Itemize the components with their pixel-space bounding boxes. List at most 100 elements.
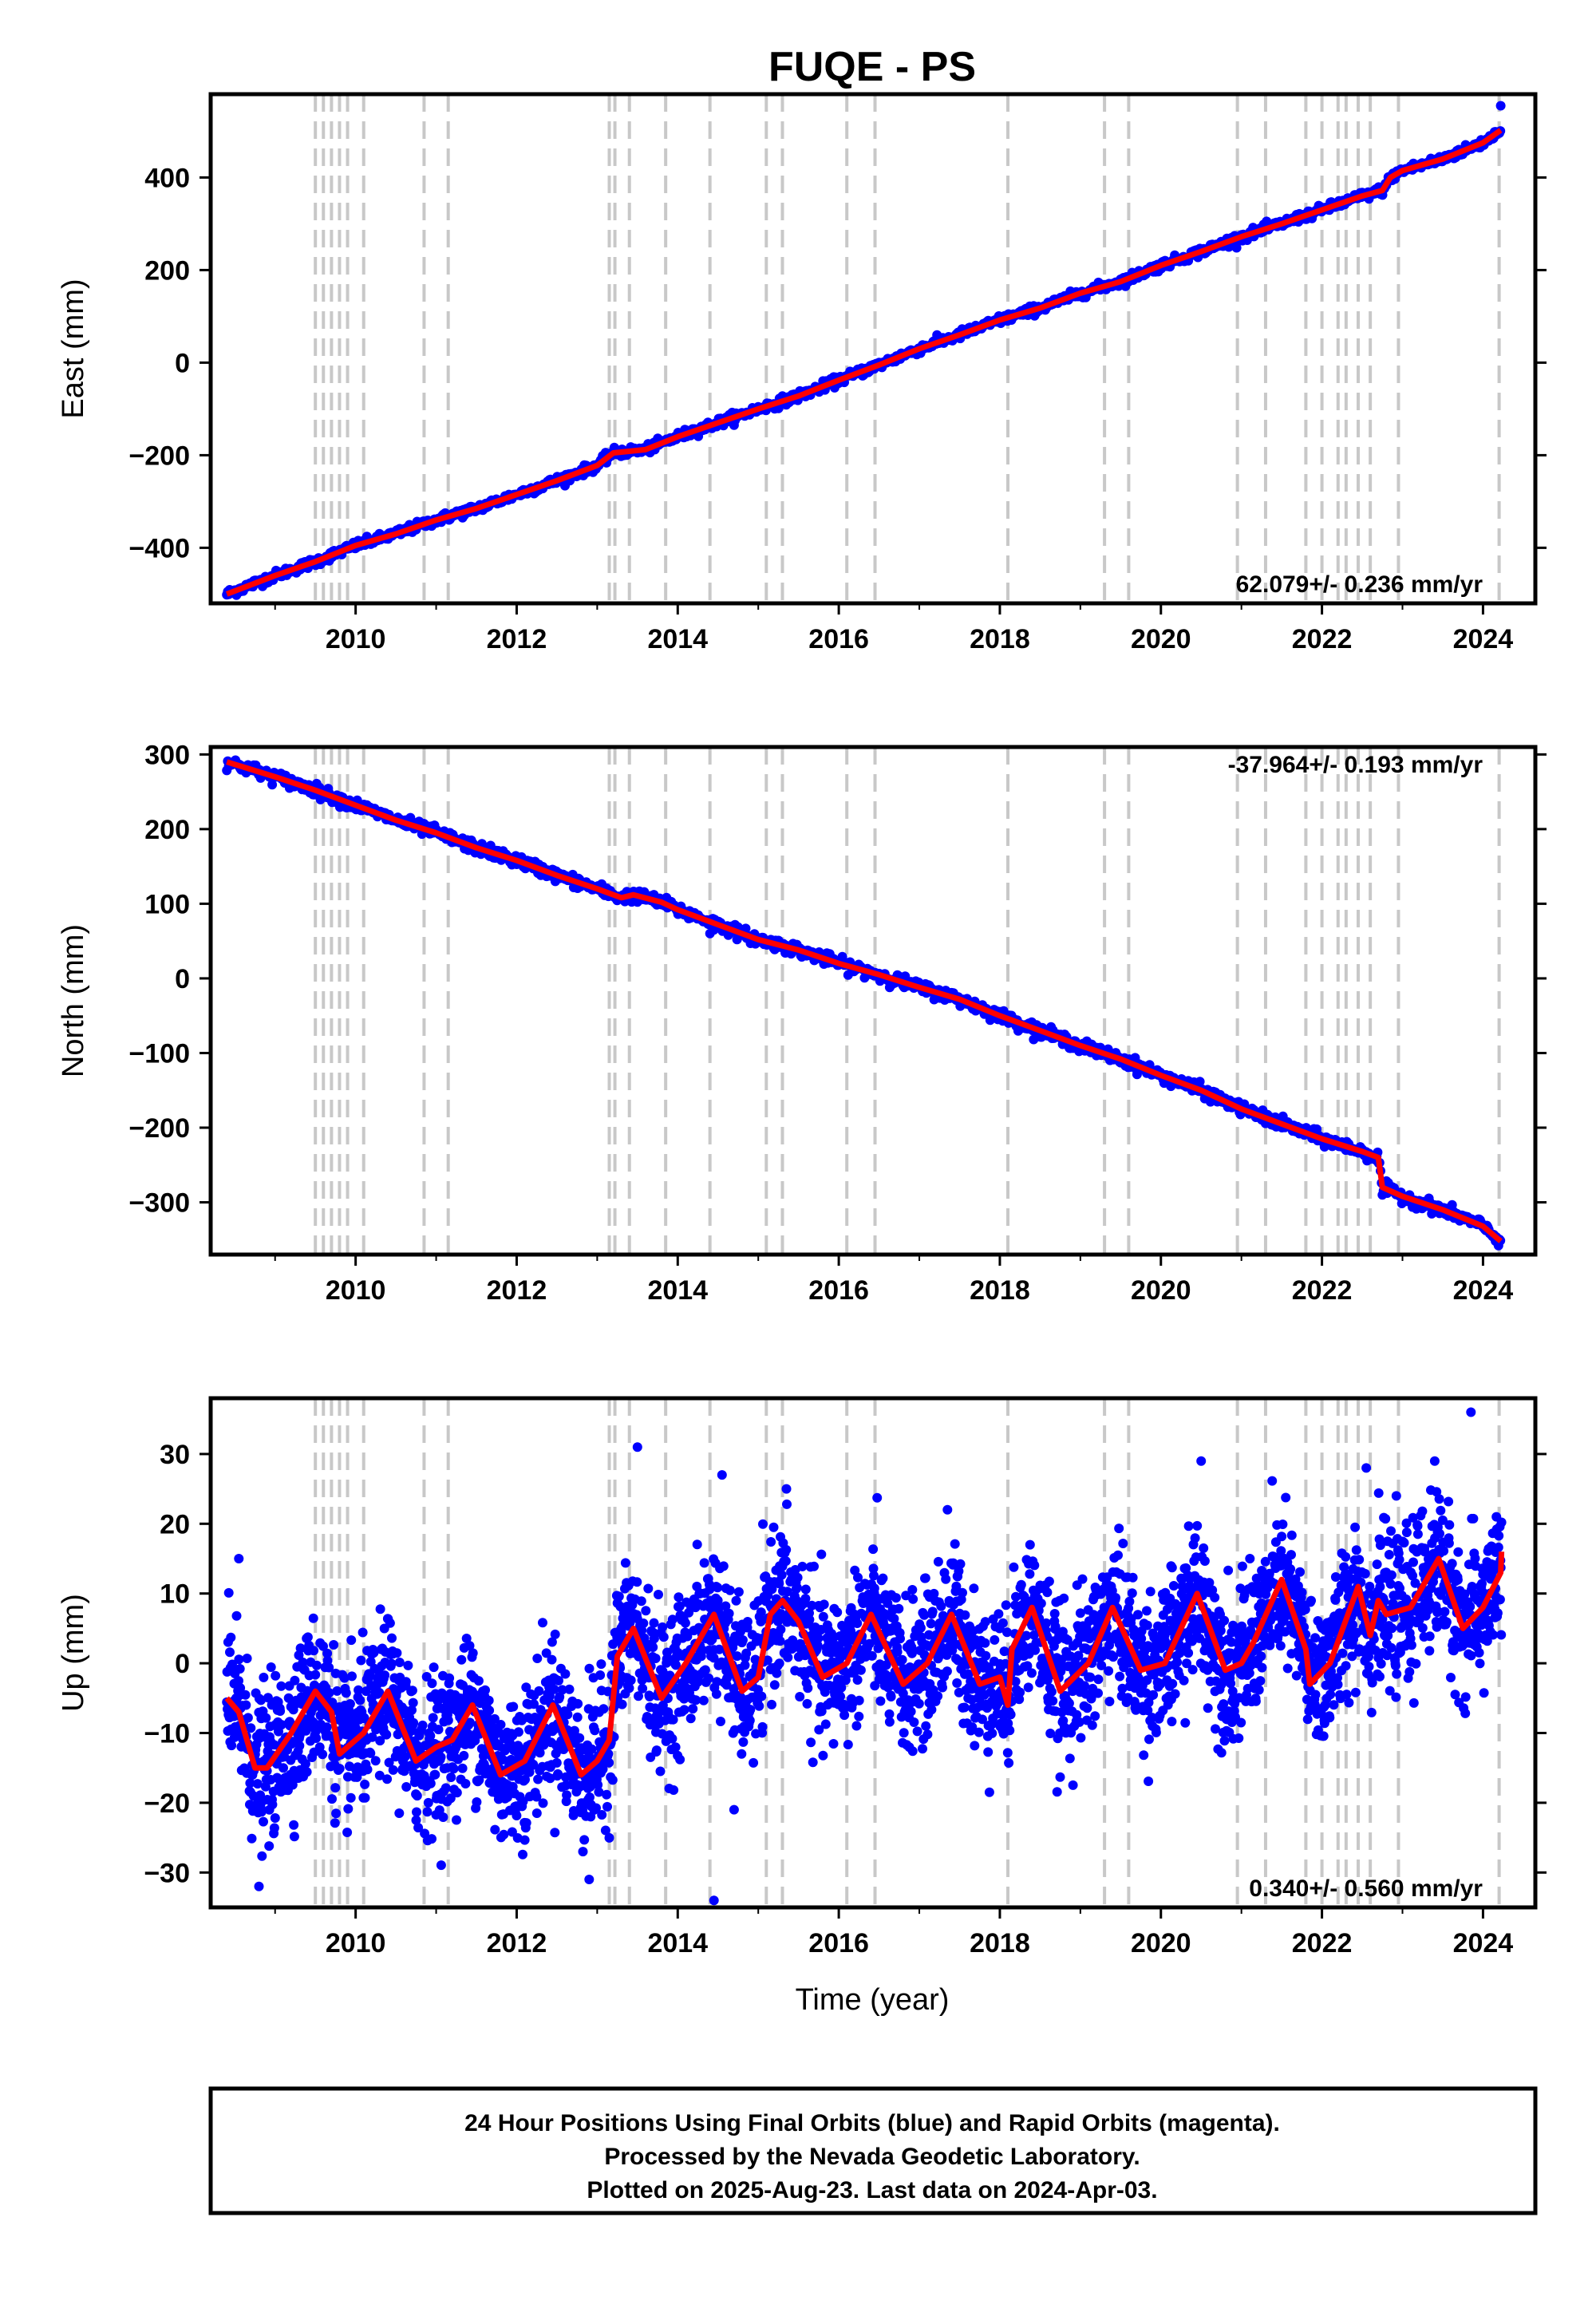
y-tick-label: −300 (128, 1188, 190, 1219)
data-point (851, 1721, 862, 1731)
data-point (452, 1815, 461, 1825)
data-point (343, 1804, 354, 1814)
data-point (783, 1652, 793, 1662)
data-point (614, 1591, 624, 1602)
data-point (655, 1766, 666, 1777)
data-point (643, 1583, 654, 1594)
data-point (318, 1749, 328, 1760)
data-point (425, 1778, 436, 1788)
data-point (538, 1618, 547, 1628)
data-point (768, 1522, 779, 1532)
data-point (575, 1733, 585, 1743)
data-point (895, 1634, 905, 1644)
data-point (550, 1828, 560, 1838)
x-tick-label: 2022 (1292, 1275, 1353, 1306)
data-point (332, 1686, 342, 1696)
data-point (270, 1813, 280, 1823)
data-point (429, 1662, 439, 1673)
data-point (795, 1692, 805, 1701)
data-point (342, 1828, 353, 1837)
data-point (532, 1654, 543, 1663)
data-point (330, 1783, 341, 1793)
data-point (915, 1622, 926, 1633)
data-point (473, 1676, 484, 1686)
data-point (370, 1756, 381, 1766)
data-point (448, 1764, 459, 1774)
data-point (803, 1683, 813, 1694)
rate-annotation: 62.079+/- 0.236 mm/yr (1236, 571, 1483, 598)
data-point (468, 1648, 478, 1658)
data-point (832, 1607, 843, 1618)
data-point (407, 1686, 417, 1696)
data-point (356, 1655, 366, 1666)
data-point (436, 1752, 446, 1762)
data-point (347, 1671, 357, 1682)
data-point (289, 1832, 299, 1842)
data-point (322, 1722, 332, 1733)
data-point (867, 1650, 877, 1661)
x-tick-label: 2020 (1131, 1275, 1191, 1306)
data-point (756, 1607, 766, 1618)
data-point (941, 1574, 951, 1584)
data-point (355, 1695, 365, 1705)
data-point (754, 1701, 764, 1711)
data-point (936, 1601, 946, 1611)
y-tick-label: 200 (144, 255, 190, 286)
data-point (257, 1851, 267, 1861)
data-point (412, 1791, 422, 1801)
data-point (872, 1492, 883, 1503)
data-point (1231, 243, 1242, 253)
data-point (674, 1592, 684, 1603)
data-point (843, 1740, 853, 1749)
data-point (818, 1750, 828, 1761)
data-point (638, 1683, 648, 1694)
data-point (289, 1820, 299, 1830)
data-point (654, 1590, 663, 1599)
data-point (926, 1618, 936, 1629)
data-point (894, 1603, 904, 1614)
data-point (806, 1737, 816, 1748)
y-tick-label: −200 (128, 1113, 190, 1144)
data-point (388, 1765, 398, 1775)
data-point (906, 1706, 916, 1717)
data-point (685, 1713, 696, 1724)
data-point (688, 1704, 698, 1714)
data-point (551, 1757, 562, 1768)
x-tick-label: 2020 (1131, 624, 1191, 654)
data-point (638, 1618, 649, 1628)
data-point (908, 1594, 918, 1604)
data-point (918, 1744, 927, 1754)
data-point (433, 1725, 444, 1735)
data-point (907, 1585, 918, 1595)
east-panel: 2010 2012 2014 2016 2018 2020 2022 2024−400−200… (57, 92, 1547, 654)
data-point (360, 1792, 370, 1803)
data-point (886, 1692, 896, 1701)
data-point (852, 1618, 863, 1628)
data-point (602, 1789, 612, 1800)
data-point (550, 1629, 560, 1639)
data-point (276, 1681, 286, 1691)
data-point (345, 1699, 355, 1709)
data-point (225, 1647, 235, 1658)
data-point (436, 1860, 446, 1871)
data-point (534, 1686, 544, 1696)
data-point (670, 1742, 681, 1753)
y-tick-label: −400 (128, 533, 190, 563)
outlier-point (705, 928, 715, 939)
data-point (294, 1741, 305, 1751)
data-point (518, 1849, 527, 1860)
rate-annotation: -37.964+/- 0.193 mm/yr (1228, 752, 1483, 778)
data-point (813, 1633, 824, 1643)
data-point (818, 1611, 828, 1622)
fit-line (225, 128, 1503, 597)
data-point (854, 1695, 864, 1705)
data-point (547, 1654, 557, 1665)
data-point (456, 1654, 467, 1665)
data-point (869, 1583, 879, 1594)
data-point (792, 1572, 803, 1583)
data-point (381, 1729, 392, 1740)
data-point (267, 780, 278, 790)
y-tick-label: −200 (128, 441, 190, 471)
data-point (820, 1719, 831, 1729)
plot-frame (208, 92, 1538, 606)
